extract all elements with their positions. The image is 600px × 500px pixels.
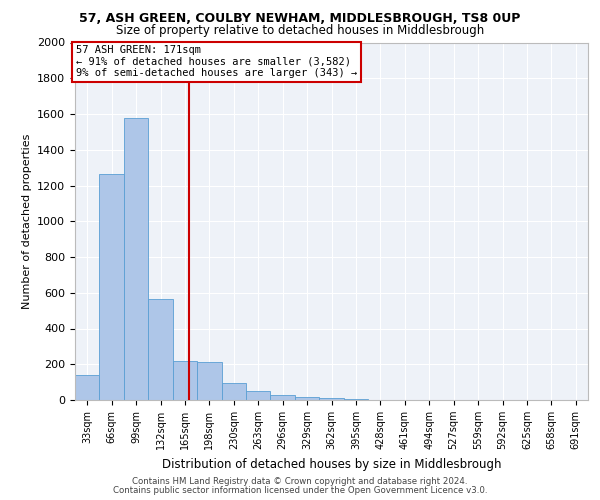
Text: 57 ASH GREEN: 171sqm
← 91% of detached houses are smaller (3,582)
9% of semi-det: 57 ASH GREEN: 171sqm ← 91% of detached h…	[76, 45, 357, 78]
Bar	[246, 391, 271, 400]
Bar	[100, 174, 124, 400]
Bar	[124, 118, 148, 400]
Text: Contains public sector information licensed under the Open Government Licence v3: Contains public sector information licen…	[113, 486, 487, 495]
Bar	[344, 399, 368, 400]
Text: Size of property relative to detached houses in Middlesbrough: Size of property relative to detached ho…	[116, 24, 484, 37]
Bar	[173, 360, 197, 400]
Bar	[221, 383, 246, 400]
Bar	[271, 395, 295, 400]
Y-axis label: Number of detached properties: Number of detached properties	[22, 134, 32, 309]
Text: Contains HM Land Registry data © Crown copyright and database right 2024.: Contains HM Land Registry data © Crown c…	[132, 477, 468, 486]
Bar	[75, 375, 100, 400]
Bar	[319, 398, 344, 400]
Bar	[197, 362, 221, 400]
Bar	[148, 299, 173, 400]
X-axis label: Distribution of detached houses by size in Middlesbrough: Distribution of detached houses by size …	[162, 458, 501, 470]
Bar	[295, 398, 319, 400]
Text: 57, ASH GREEN, COULBY NEWHAM, MIDDLESBROUGH, TS8 0UP: 57, ASH GREEN, COULBY NEWHAM, MIDDLESBRO…	[79, 12, 521, 26]
